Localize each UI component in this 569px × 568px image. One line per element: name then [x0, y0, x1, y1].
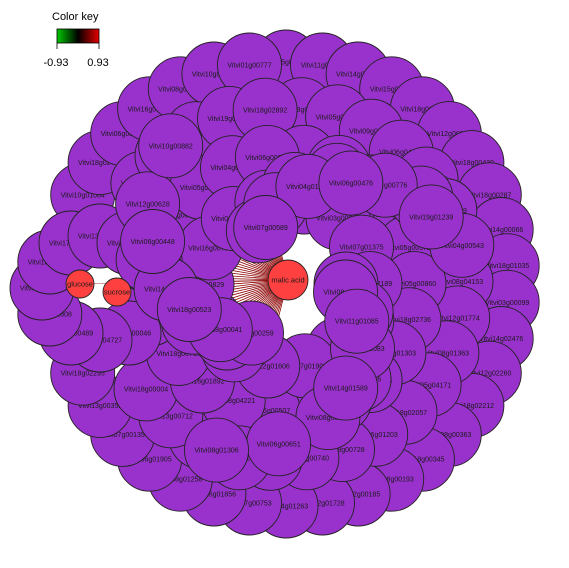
- gene-node: Vitvi07g00589: [234, 196, 298, 260]
- gene-node-label: Vitvi06g00476: [329, 181, 373, 188]
- metabolite-node-glucose: glucose: [66, 270, 94, 298]
- gene-node-label: Vitvi08g01306: [194, 448, 238, 455]
- gene-node-label: Vitvi18g01035: [485, 263, 529, 270]
- gene-node-label: Vitvi14g01589: [324, 386, 368, 393]
- gene-node-label: Vitvi07g00589: [244, 225, 288, 232]
- gene-node-label: Vitvi10g00882: [149, 143, 193, 150]
- color-key-max-label: 0.93: [87, 57, 108, 69]
- gene-node-label: Vitvi18g00004: [124, 386, 168, 393]
- gene-node: Vitvi06g00651: [247, 412, 311, 476]
- gene-node: Vitvi14g01589: [314, 356, 378, 420]
- gene-node-label: Vitvi18g00523: [167, 307, 211, 314]
- gene-node-label: Vitvi01g00777: [227, 63, 271, 70]
- color-key-gradient-bar: [57, 29, 99, 43]
- gene-node: Vitvi18g00523: [157, 278, 221, 342]
- color-key-title: Color key: [52, 11, 99, 23]
- gene-node-label: Vitvi11g01085: [335, 319, 379, 326]
- color-key-min-label: -0.93: [43, 57, 68, 69]
- metabolite-node-sucrose: sucrose: [103, 278, 131, 306]
- color-key: Color key -0.93 0.93: [43, 11, 108, 69]
- metabolite-node-malic-acid: malic.acid: [268, 260, 308, 300]
- gene-node-label: Vitvi06g00651: [256, 441, 300, 448]
- gene-node: Vitvi11g01085: [325, 289, 389, 353]
- metabolite-node-label: malic.acid: [271, 276, 304, 285]
- metabolite-node-label: sucrose: [104, 288, 130, 297]
- gene-node: Vitvi06g00448: [121, 210, 185, 274]
- gene-node-label: Vitvi12g00628: [125, 201, 169, 208]
- gene-node-label: Vitvi18g02892: [243, 108, 287, 115]
- gene-node-label: Vitvi03g00099: [485, 300, 529, 307]
- gene-node-label: Vitvi07g01375: [339, 245, 383, 252]
- gene-node: Vitvi10g00882: [139, 114, 203, 178]
- gene-node: Vitvi06g00476: [319, 151, 383, 215]
- gene-node: Vitvi08g01306: [185, 418, 249, 482]
- gene-node-label: Vitvi19g01239: [409, 214, 453, 221]
- gene-node: Vitvi19g01239: [399, 185, 463, 249]
- gene-node-label: Vitvi06g00448: [130, 239, 174, 246]
- metabolite-node-label: glucose: [67, 280, 93, 289]
